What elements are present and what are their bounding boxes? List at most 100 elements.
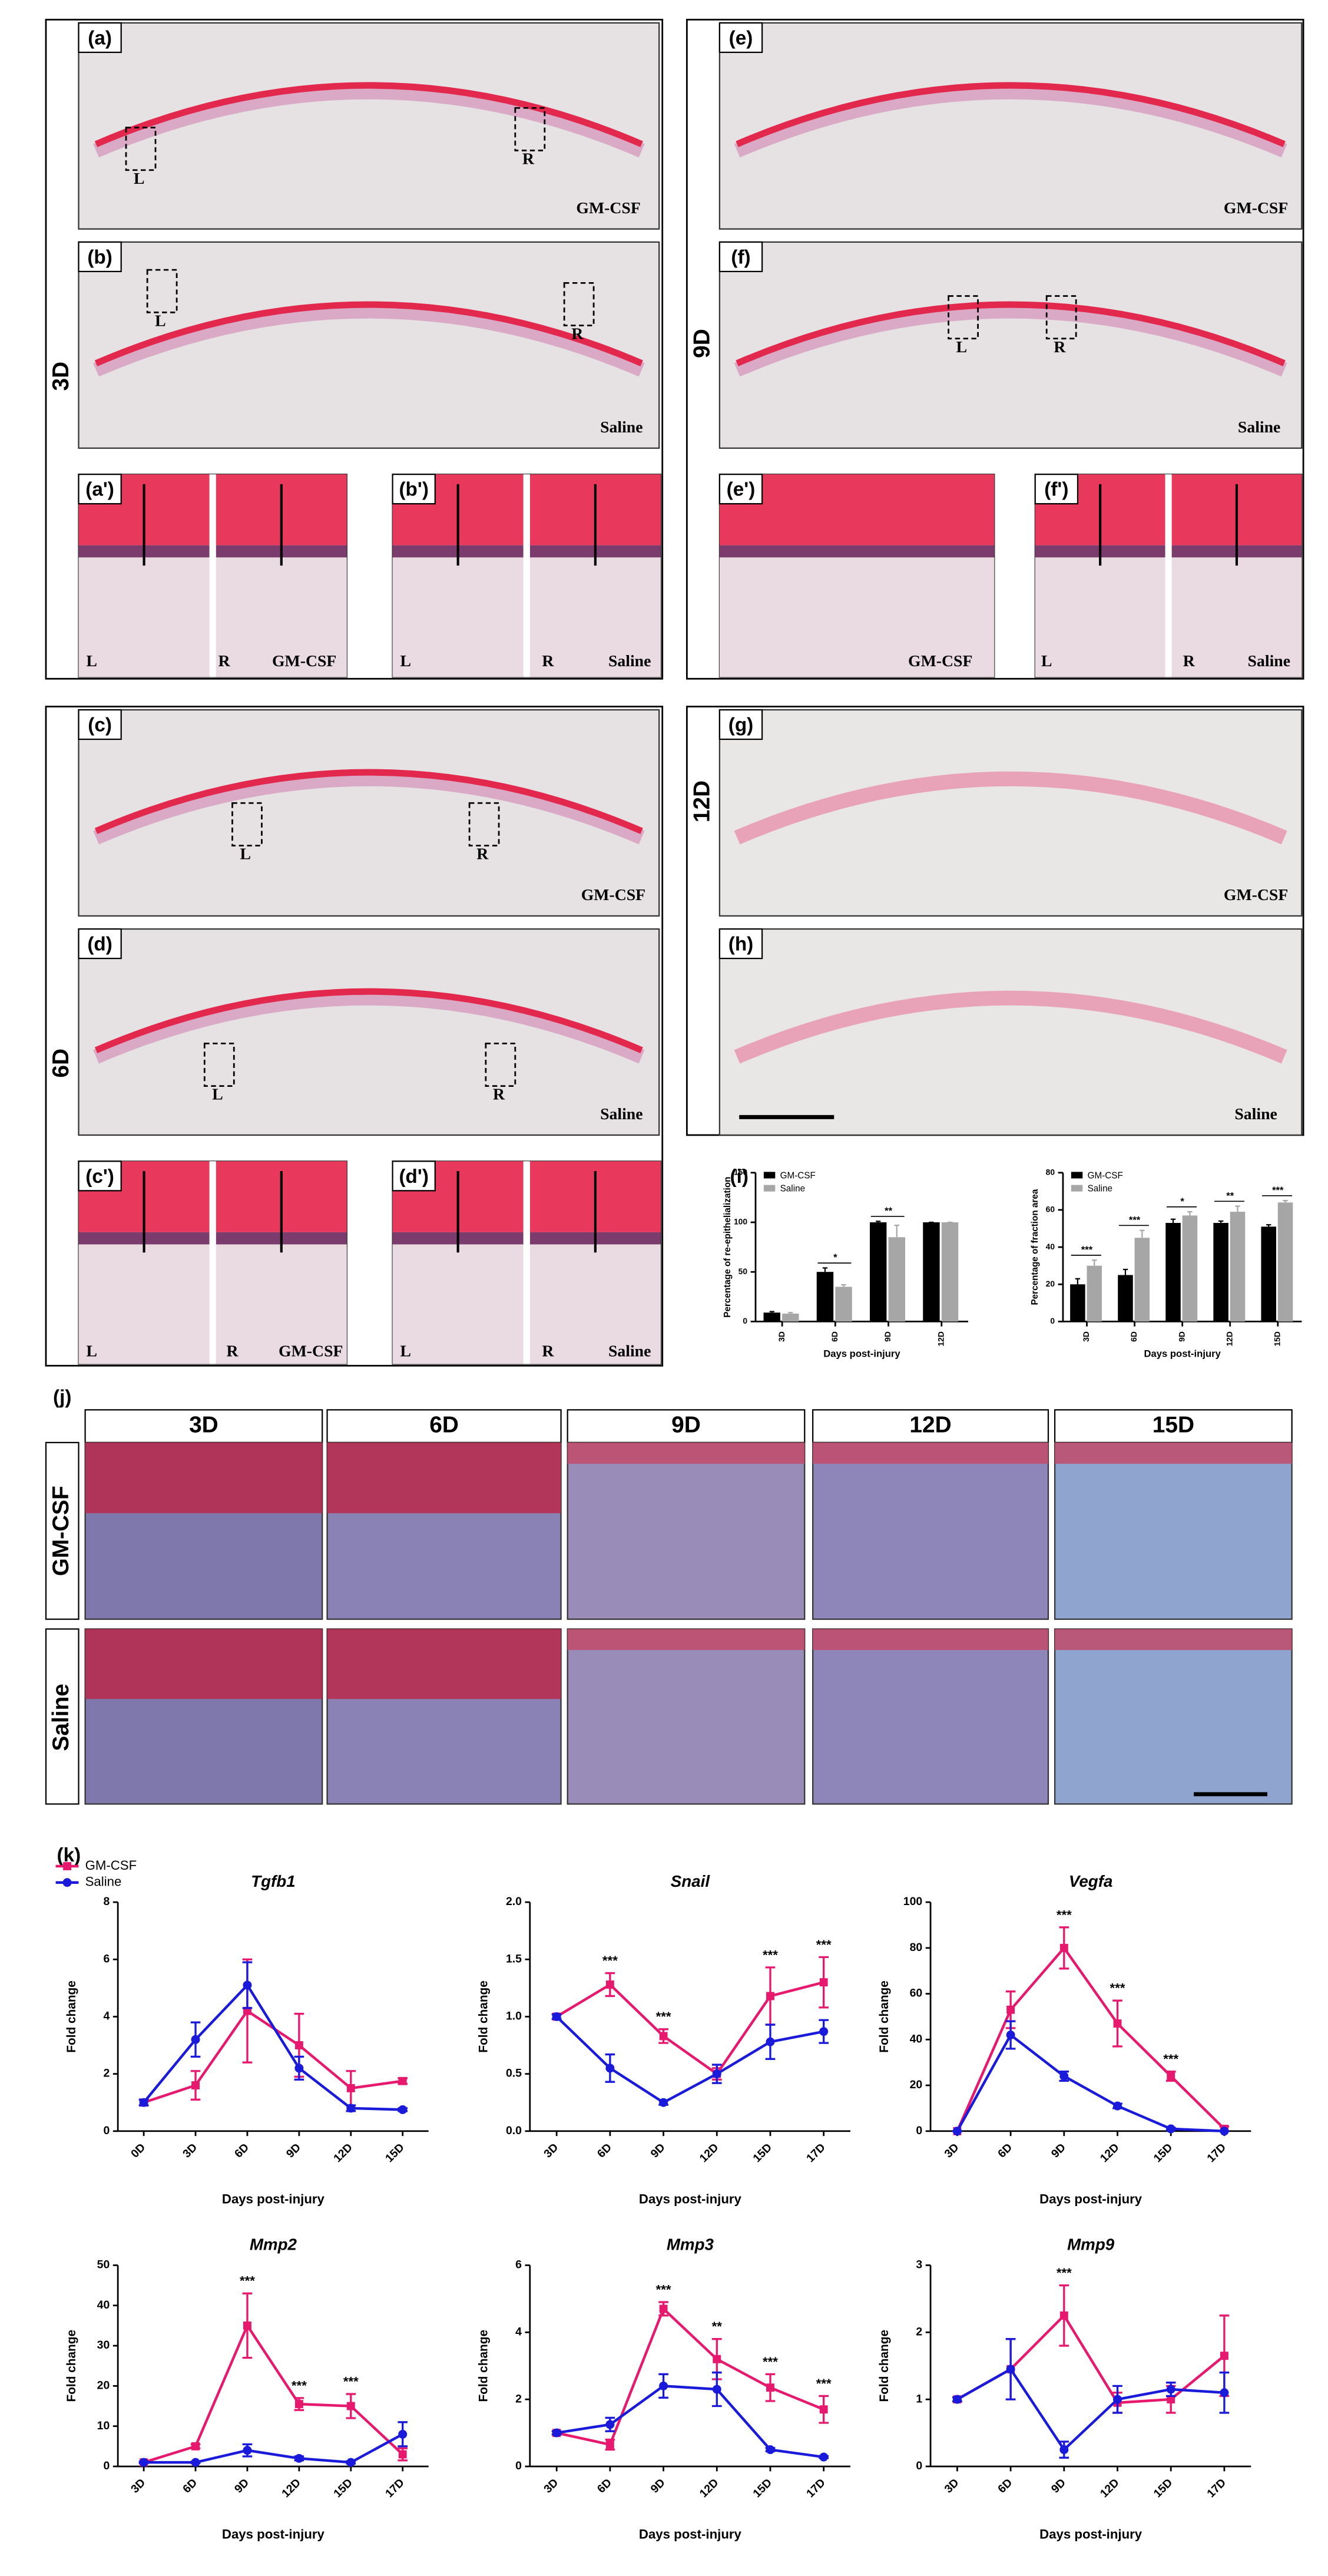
y-tick-label: 2: [515, 2392, 522, 2405]
y-tick-label: 0: [515, 2459, 522, 2472]
panel-tag: GM-CSF: [272, 652, 336, 670]
panel-label: (g): [728, 715, 754, 736]
panel-tag: GM-CSF: [279, 1342, 343, 1361]
y-tick-label: 0: [916, 2459, 922, 2472]
marker: [1113, 2019, 1122, 2028]
x-tick-label: 6D: [830, 1331, 839, 1342]
panel-label-box: [78, 928, 122, 960]
panel-tag: L: [212, 1086, 223, 1104]
y-tick-label: 6: [103, 1952, 110, 1965]
panel-tag: R: [218, 652, 231, 670]
panel-label-box: [78, 241, 122, 273]
row-header: Saline: [48, 1684, 74, 1751]
marker: [1167, 2395, 1175, 2404]
tissue-epithelium: [719, 545, 995, 558]
chart-title: Mmp3: [667, 2235, 714, 2253]
legend-label: GM-CSF: [1088, 1170, 1123, 1180]
marker: [1113, 2395, 1122, 2404]
tissue-crust: [94, 988, 643, 1053]
legend-marker: [63, 1862, 72, 1870]
significance: ***: [656, 2282, 671, 2297]
tissue-crust: [736, 82, 1286, 147]
column-header-box: [326, 1409, 562, 1443]
panel-label: (c): [88, 715, 112, 736]
trichrome-image: [1054, 1628, 1293, 1805]
line: [556, 1980, 824, 2076]
x-tick-label: 3D: [1081, 1331, 1091, 1342]
chart-title: Snail: [671, 1872, 711, 1890]
panel-tag: Saline: [608, 652, 651, 670]
trichrome-image: [567, 1628, 806, 1805]
marker: [552, 2012, 561, 2021]
tissue-dermis: [392, 1244, 524, 1364]
marker: [191, 2035, 200, 2044]
y-tick-label: 20: [1046, 1279, 1055, 1288]
line: [956, 2033, 1225, 2133]
tissue-crust: [736, 301, 1286, 366]
inset-box: [514, 107, 546, 151]
significance: ***: [1163, 2052, 1178, 2066]
line: [956, 1946, 1226, 2132]
chart-title: Vegfa: [1069, 1872, 1113, 1890]
significance: ***: [1110, 1981, 1125, 1996]
panel-tag: L: [400, 1342, 412, 1361]
side-label: 9D: [689, 329, 714, 358]
marker: [659, 2381, 668, 2390]
significance: ***: [292, 2378, 307, 2393]
tissue: [93, 84, 645, 158]
inset-box: [231, 802, 263, 846]
x-tick-label: 3D: [777, 1331, 786, 1342]
marker: [1059, 2311, 1068, 2320]
x-tick-label: 15D: [1272, 1331, 1281, 1346]
significance: *: [1180, 1196, 1184, 1207]
y-tick-label: 50: [97, 2258, 110, 2271]
panel-tag: Saline: [600, 1105, 643, 1123]
tissue-crust: [94, 769, 643, 834]
panel-tag: R: [476, 845, 489, 863]
panel-tag: GM-CSF: [576, 199, 640, 217]
y-axis-label: Fold change: [65, 2330, 78, 2402]
panel-tag: R: [542, 1342, 554, 1361]
significance: **: [1226, 1190, 1234, 1201]
significance: ***: [1057, 1907, 1072, 1922]
marker: [398, 2076, 407, 2085]
panel-label: (e): [729, 27, 753, 49]
marker: [659, 2304, 668, 2313]
marker: [294, 2041, 303, 2049]
panel-label-box: [78, 709, 122, 740]
line: [956, 2367, 1225, 2452]
marker: [1059, 1943, 1068, 1952]
y-tick-label: 0.0: [506, 2124, 522, 2137]
y-tick-label: 20: [97, 2379, 110, 2392]
legend-swatch: [763, 1172, 776, 1179]
x-axis-label: Days post-injury: [1039, 2191, 1142, 2206]
panel-label: (f): [731, 246, 750, 268]
inset-box: [485, 1043, 516, 1087]
bar: [941, 1222, 959, 1322]
column-header-box: [1054, 1409, 1293, 1443]
row-header-box: [45, 1441, 80, 1620]
tissue-dermis: [78, 1244, 210, 1364]
significance: ***: [656, 2009, 671, 2024]
tissue: [93, 990, 645, 1064]
y-tick-label: 0: [916, 2124, 922, 2137]
y-tick-label: 40: [1046, 1242, 1055, 1251]
panel-tag: GM-CSF: [581, 886, 645, 904]
inset-box: [948, 295, 979, 340]
marker: [1166, 2124, 1175, 2134]
tissue-dermis: [78, 557, 210, 677]
panel-label-box: [718, 709, 763, 740]
column-header: 12D: [909, 1412, 951, 1437]
group-frame: [685, 18, 1304, 680]
panel-label: (c'): [85, 1166, 114, 1188]
y-tick-label: 40: [910, 2032, 923, 2045]
panel-label-box: [718, 22, 763, 53]
y-tick-label: 30: [97, 2339, 110, 2352]
y-tick-label: 3: [916, 2258, 922, 2271]
panel-tag: L: [956, 338, 968, 356]
panel-label: (e'): [727, 479, 756, 501]
panel-label-box: [718, 474, 763, 505]
bar: [1277, 1202, 1293, 1322]
x-axis-label: Days post-injury: [823, 1348, 900, 1359]
trichrome-keratin: [327, 1629, 561, 1699]
